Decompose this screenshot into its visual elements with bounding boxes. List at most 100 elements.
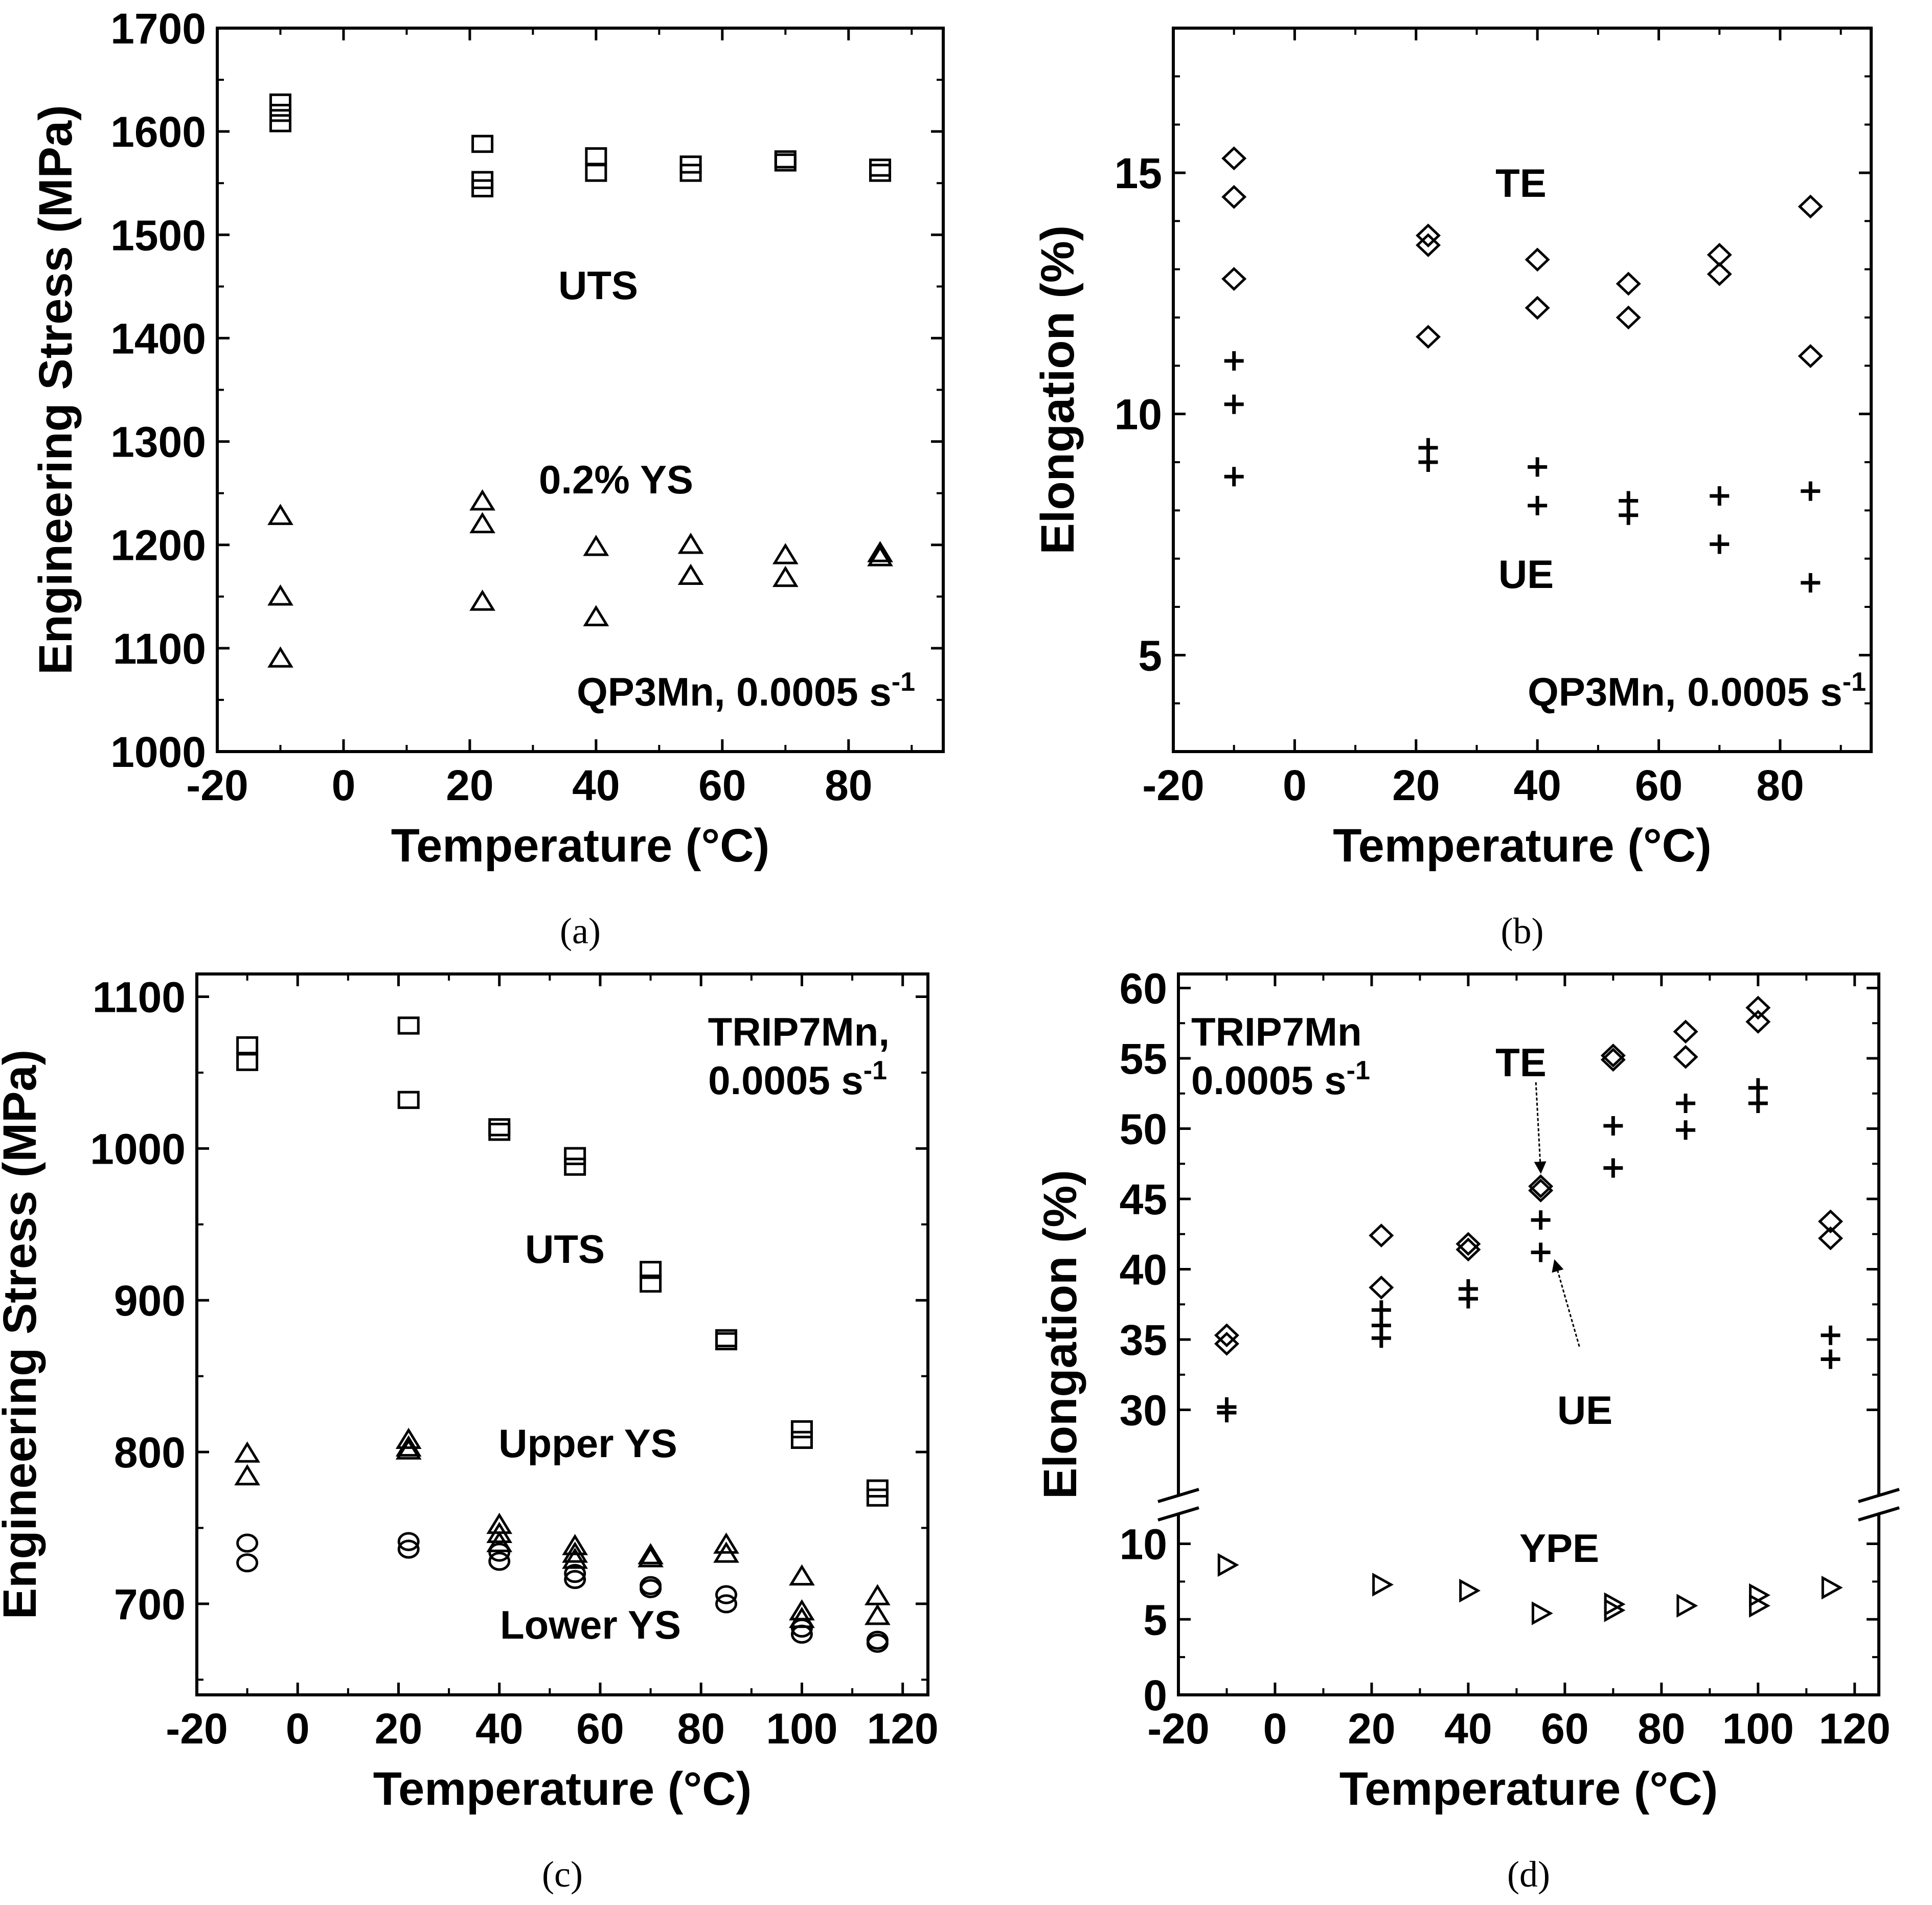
arrow-te xyxy=(1534,1082,1547,1174)
y-tick-label: 1000 xyxy=(110,728,206,776)
data-point xyxy=(486,1531,513,1552)
data-point xyxy=(1600,1048,1626,1072)
data-point xyxy=(397,1532,420,1551)
x-tick-label: 120 xyxy=(1819,1705,1891,1753)
annotation-uts: UTS xyxy=(558,263,638,308)
data-point xyxy=(1369,1223,1394,1248)
data-point xyxy=(267,646,293,668)
data-point xyxy=(397,1016,420,1035)
x-tick-label: 20 xyxy=(1392,761,1440,809)
x-tick-label: 60 xyxy=(1635,761,1683,809)
data-point xyxy=(638,1543,664,1564)
x-tick-label: -20 xyxy=(166,1705,228,1753)
data-point xyxy=(1525,296,1550,320)
data-point xyxy=(236,1036,259,1055)
y-tick-label: 1300 xyxy=(110,418,206,466)
panel-c: -20 0 20 40 60 80 100 120 Temperature (°C) 700 800… xyxy=(0,972,939,1895)
series-0-2-ys xyxy=(267,489,893,668)
data-point xyxy=(1456,1232,1481,1256)
data-point xyxy=(469,589,495,611)
y-tick-label: 35 xyxy=(1120,1316,1167,1364)
x-tick-label: 80 xyxy=(825,761,872,809)
y-tick-label: 1100 xyxy=(113,625,206,673)
data-point xyxy=(1707,242,1732,267)
data-point xyxy=(269,93,291,112)
data-point xyxy=(867,541,893,562)
plot-frame xyxy=(216,27,945,753)
panel-caption: (b) xyxy=(1501,911,1544,951)
x-tick-label: 40 xyxy=(1513,761,1561,809)
y-tick-label: 1700 xyxy=(110,5,206,53)
x-axis-label: Temperature (°C) xyxy=(391,820,770,872)
data-point xyxy=(772,543,799,564)
data-point xyxy=(583,605,609,626)
data-point xyxy=(1619,505,1639,525)
data-point xyxy=(562,1534,588,1555)
annotation-ue: UE xyxy=(1498,552,1554,597)
x-tick-label: -20 xyxy=(186,761,248,809)
y-tick-label: 40 xyxy=(1120,1246,1167,1294)
data-point xyxy=(1817,1209,1844,1234)
series-uts xyxy=(236,1016,889,1507)
data-point xyxy=(469,512,495,533)
annotation-condition: QP3Mn, 0.0005 s-1 xyxy=(577,667,915,714)
panel-a: -20 0 20 40 60 80 Temperature (°C) 1000 1100 1200… xyxy=(30,5,945,951)
y-tick-label: 1500 xyxy=(110,211,206,259)
data-point xyxy=(1821,1575,1843,1600)
y-tick-label: 45 xyxy=(1120,1175,1167,1223)
x-tick-label: 100 xyxy=(766,1705,837,1753)
data-point xyxy=(267,584,293,606)
data-point xyxy=(564,1563,586,1583)
panel-caption: (a) xyxy=(560,911,601,951)
annotation-ue: UE xyxy=(1557,1388,1612,1433)
data-point xyxy=(395,1427,422,1449)
annotation-material: TRIP7Mn xyxy=(1191,1009,1362,1054)
data-point xyxy=(866,1488,889,1507)
x-tick-label: -20 xyxy=(1147,1705,1209,1753)
data-point xyxy=(269,114,291,132)
data-point xyxy=(1224,394,1244,414)
data-point xyxy=(1745,995,1771,1020)
y-tick-label: 1100 xyxy=(93,973,186,1022)
data-point xyxy=(1369,1275,1394,1300)
data-point xyxy=(1801,481,1821,501)
x-axis-label: Temperature (°C) xyxy=(373,1763,752,1815)
annotation-te: TE xyxy=(1495,161,1547,206)
axis-break-mark xyxy=(1858,1488,1900,1522)
data-point xyxy=(1528,1178,1554,1203)
data-point xyxy=(790,1431,813,1449)
y-tick-label: 700 xyxy=(114,1580,186,1628)
y-tick-label: 1400 xyxy=(110,314,206,362)
series-te xyxy=(1214,995,1844,1356)
y-axis-label: Engineering Stress (MPa) xyxy=(30,105,82,674)
data-point xyxy=(1456,1237,1481,1262)
data-point xyxy=(471,134,494,153)
series-uts xyxy=(269,93,892,198)
data-point xyxy=(1372,1573,1394,1597)
data-point xyxy=(234,1441,260,1463)
x-tick-label: 20 xyxy=(1348,1705,1395,1753)
data-point xyxy=(564,1570,586,1590)
y-tick-label: 900 xyxy=(114,1277,186,1325)
series-lower-ys xyxy=(236,1532,889,1653)
data-point xyxy=(1710,486,1730,506)
y-tick-label: 60 xyxy=(1120,965,1167,1013)
y-tick-label: 1600 xyxy=(110,108,206,156)
plot-frame xyxy=(1172,27,1873,753)
data-point xyxy=(583,534,609,556)
x-tick-label: 0 xyxy=(1263,1705,1287,1753)
data-point xyxy=(1416,325,1441,349)
axis-break-mark xyxy=(1157,1488,1199,1522)
data-point xyxy=(397,1091,420,1109)
data-point xyxy=(1745,1010,1771,1034)
annotation-ys: 0.2% YS xyxy=(539,457,693,502)
annotation-te: TE xyxy=(1495,1040,1547,1085)
data-point xyxy=(1528,457,1548,477)
data-point xyxy=(1217,1403,1237,1422)
data-point xyxy=(640,1261,662,1279)
y-tick-label: 55 xyxy=(1120,1035,1167,1083)
data-point xyxy=(269,104,291,122)
annotation-upper-ys: Upper YS xyxy=(498,1421,677,1466)
